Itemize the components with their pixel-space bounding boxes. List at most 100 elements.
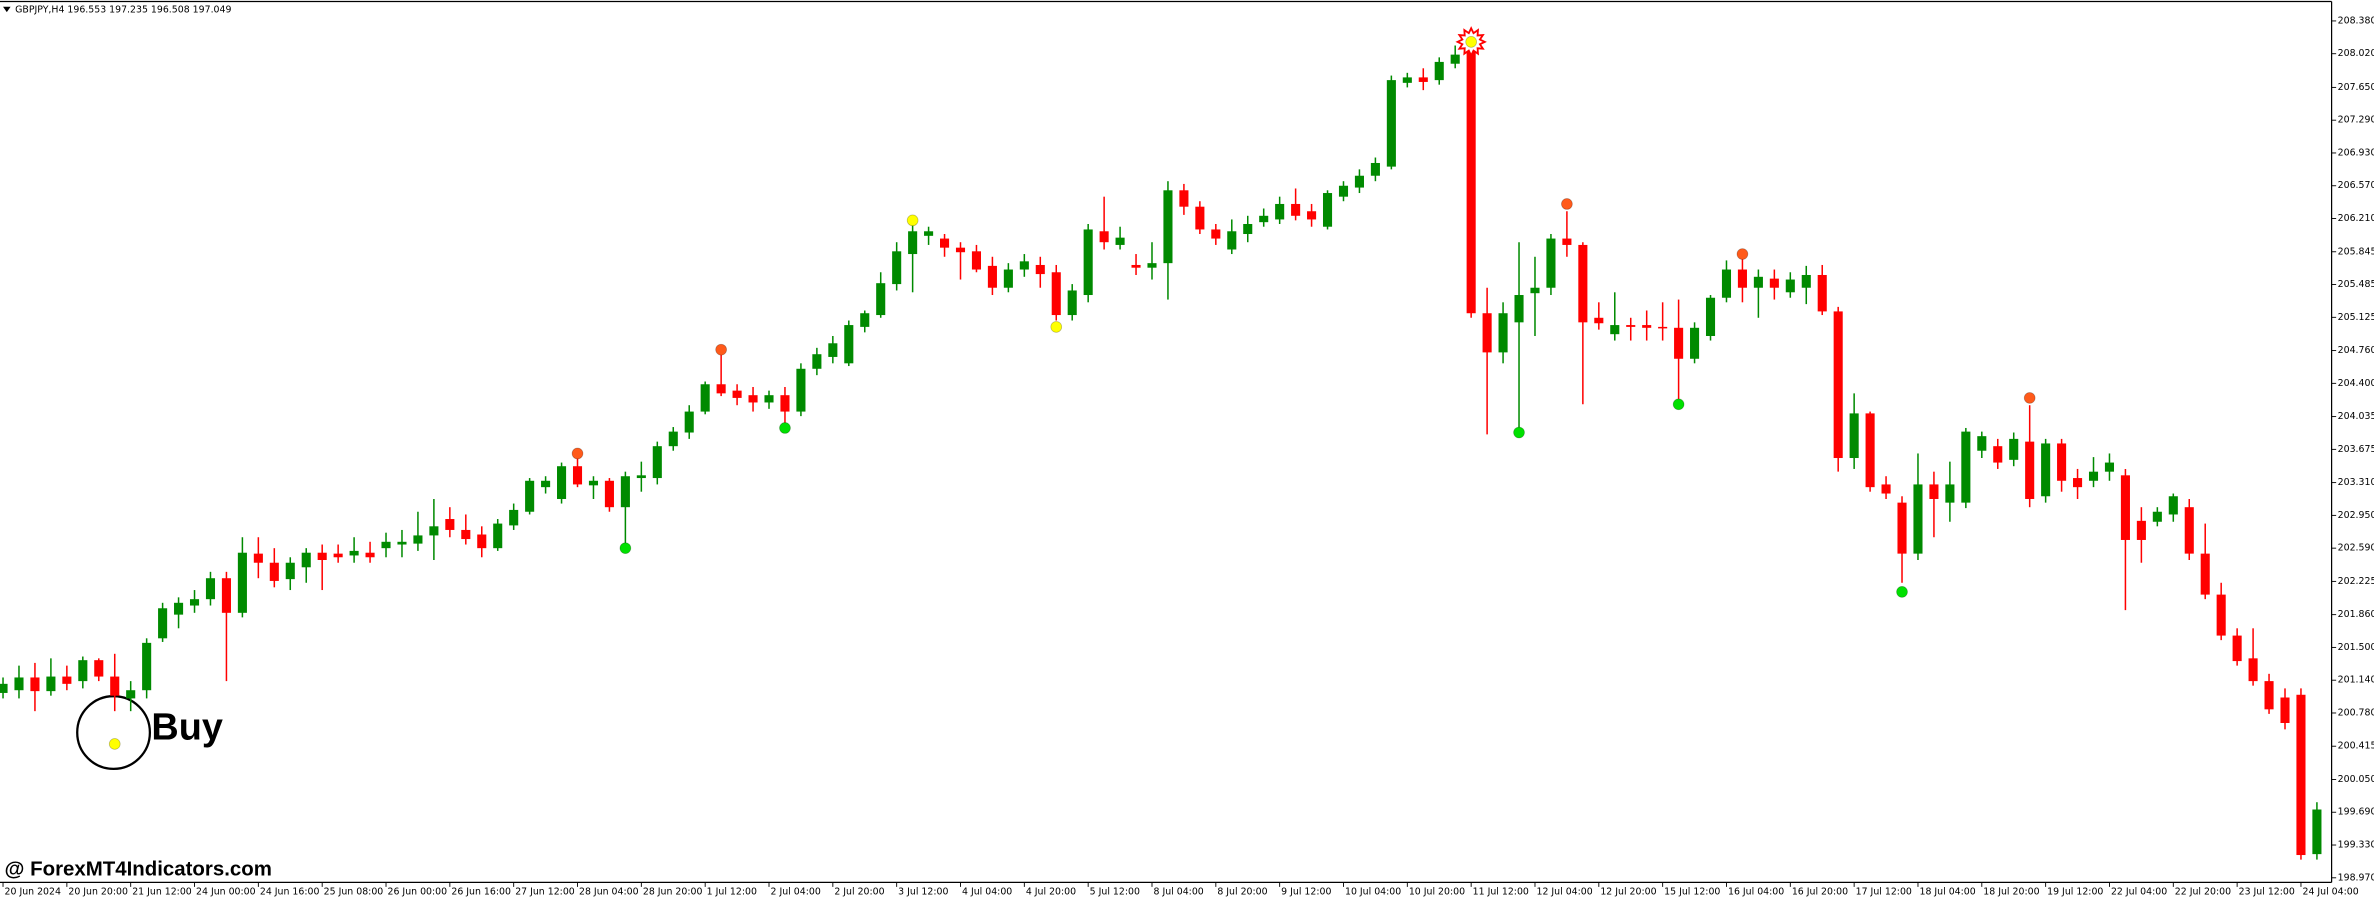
candle-body: [1817, 274, 1827, 312]
y-tick-label: 208.020: [2338, 48, 2374, 59]
candle-body: [1498, 313, 1508, 353]
candle-body: [429, 526, 439, 536]
candle-body: [1307, 211, 1317, 220]
candle-body: [1434, 61, 1444, 81]
x-tick-label: 8 Jul 04:00: [1154, 887, 1204, 898]
candle-body: [1737, 269, 1747, 288]
candle-body: [445, 519, 455, 530]
signal-dot: [2023, 392, 2036, 404]
candle-body: [1482, 313, 1492, 353]
x-tick-label: 11 Jul 12:00: [1473, 887, 1529, 898]
candle-body: [2312, 809, 2322, 855]
signal-dot: [1896, 586, 1908, 598]
candle-body: [1801, 274, 1811, 288]
y-tick-label: 201.500: [2338, 642, 2374, 653]
candle-body: [1705, 297, 1716, 336]
candle-body: [30, 677, 40, 692]
y-tick-label: 204.760: [2338, 345, 2374, 356]
y-tick-label: 200.050: [2338, 774, 2374, 785]
candle-body: [1977, 436, 1987, 451]
candle-body: [1993, 446, 2003, 463]
candle-body: [700, 384, 710, 412]
candle-body: [1785, 279, 1795, 293]
x-tick-label: 27 Jun 12:00: [515, 887, 575, 898]
x-tick-label: 1 Jul 12:00: [707, 887, 757, 898]
candle-body: [397, 541, 407, 545]
signal-dot: [1672, 398, 1685, 411]
x-tick-label: 24 Jun 00:00: [196, 887, 256, 898]
candle-body: [1051, 272, 1061, 316]
candle-body: [557, 466, 567, 499]
candle-body: [1354, 175, 1364, 188]
y-tick-label: 205.845: [2338, 246, 2374, 257]
x-tick-label: 19 Jul 12:00: [2047, 887, 2103, 898]
candle-body: [1147, 263, 1157, 268]
candle-body: [1945, 484, 1955, 503]
signal-dot: [1513, 426, 1525, 439]
candle-body: [477, 534, 487, 549]
y-tick-label: 198.970: [2338, 872, 2374, 883]
candle-body: [525, 480, 535, 512]
y-tick-label: 199.690: [2338, 807, 2374, 818]
candle-body: [1322, 193, 1333, 227]
x-tick-label: 22 Jul 20:00: [2175, 887, 2231, 898]
candle-body: [1721, 269, 1732, 298]
y-tick-label: 205.485: [2338, 279, 2374, 290]
candle-body: [2152, 511, 2162, 522]
candle-body: [2168, 496, 2178, 515]
x-tick-label: 2 Jul 04:00: [771, 887, 821, 898]
candle-body: [2104, 462, 2115, 472]
candle-body: [1338, 185, 1349, 197]
candle-body: [1227, 231, 1237, 250]
y-tick-label: 203.310: [2338, 477, 2374, 488]
y-tick-label: 201.140: [2338, 675, 2374, 686]
candle-body: [844, 325, 854, 364]
y-tick-label: 202.225: [2338, 576, 2374, 587]
candle-body: [541, 480, 551, 488]
candle-body: [732, 390, 742, 398]
signal-dot: [906, 214, 919, 227]
x-tick-label: 17 Jul 12:00: [1856, 887, 1912, 898]
candle-body: [1674, 327, 1684, 359]
x-tick-label: 26 Jun 16:00: [451, 887, 511, 898]
candle-body: [1418, 77, 1428, 82]
candle-body: [110, 676, 120, 696]
candle-body: [1753, 276, 1763, 288]
y-tick-label: 199.330: [2338, 840, 2374, 851]
x-tick-label: 12 Jul 20:00: [1600, 887, 1656, 898]
candle-body: [1115, 237, 1125, 245]
y-tick-label: 204.400: [2338, 378, 2374, 389]
x-tick-label: 20 Jun 20:00: [68, 887, 128, 898]
candle-body: [1562, 238, 1572, 245]
candle-body: [1881, 484, 1891, 494]
candle-body: [1610, 325, 1620, 335]
candle-body: [2120, 475, 2130, 540]
candle-body: [142, 642, 152, 691]
y-tick-label: 208.380: [2338, 15, 2374, 26]
candle-body: [2184, 507, 2194, 554]
candle-body: [940, 238, 950, 248]
x-tick-label: 10 Jul 20:00: [1409, 887, 1465, 898]
candle-body: [14, 677, 24, 691]
candle-body: [1131, 264, 1141, 268]
candle-body: [1259, 215, 1269, 223]
candle-body: [0, 683, 8, 693]
y-tick-label: 205.125: [2338, 312, 2374, 323]
candle-body: [1003, 269, 1013, 288]
y-tick-label: 201.860: [2338, 609, 2374, 620]
candle-body: [1642, 325, 1652, 328]
signal-dot: [1050, 321, 1063, 333]
candle-body: [2200, 553, 2210, 595]
candle-body: [349, 550, 359, 556]
candle-body: [1291, 203, 1301, 216]
candle-body: [2057, 443, 2067, 481]
candle-body: [2025, 441, 2035, 499]
signal-dot: [1561, 198, 1573, 210]
candle-body: [1546, 238, 1556, 288]
signal-dot: [1736, 248, 1749, 260]
candle-body: [828, 343, 838, 357]
menu-triangle: [3, 6, 11, 13]
candle-body: [62, 676, 72, 684]
candle-body: [1849, 413, 1859, 459]
